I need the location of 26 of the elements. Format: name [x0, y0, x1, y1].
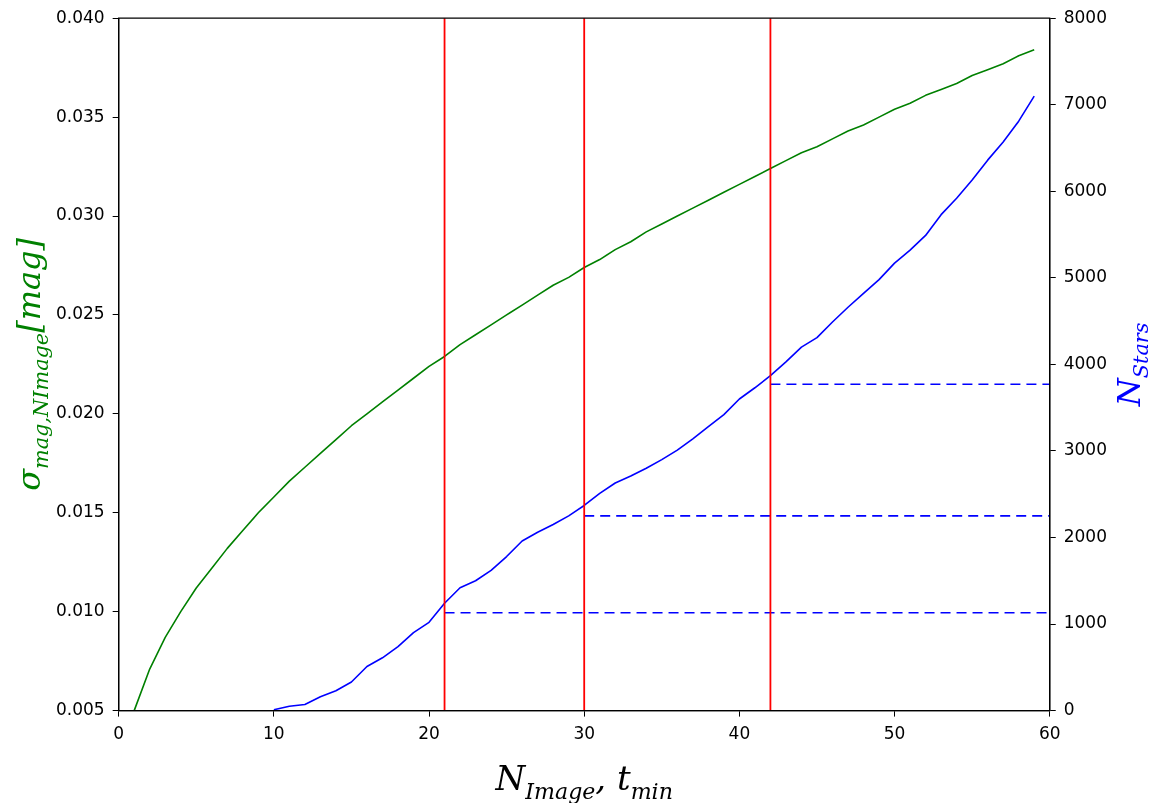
y2-tick-label: 8000 — [1063, 6, 1107, 27]
y-axis-title: σmag,NImage[mag] — [10, 237, 53, 491]
x-tick-label: 20 — [418, 723, 440, 744]
y-tick-label: 0.020 — [56, 402, 105, 423]
x-tick-label: 60 — [1038, 723, 1061, 744]
y2-tick-label: 1000 — [1063, 612, 1107, 633]
y2-tick-label: 4000 — [1063, 352, 1107, 373]
y-tick-label: 0.035 — [56, 105, 105, 126]
y2-tick-label: 3000 — [1063, 439, 1107, 460]
x-tick-label: 30 — [573, 723, 596, 744]
y-tick-label: 0.030 — [56, 204, 105, 225]
y-tick-label: 0.015 — [56, 501, 105, 522]
y2-tick-label: 5000 — [1063, 266, 1107, 287]
y2-tick-label: 7000 — [1063, 93, 1107, 114]
x-tick-label: 40 — [728, 723, 751, 744]
y-tick-label: 0.010 — [56, 600, 105, 621]
y-tick-label: 0.005 — [56, 699, 105, 720]
y-tick-label: 0.025 — [56, 303, 105, 324]
y-tick-label: 0.040 — [56, 6, 105, 27]
y2-tick-label: 6000 — [1063, 179, 1107, 200]
x-tick-label: 10 — [263, 723, 285, 744]
y2-tick-label: 0 — [1063, 699, 1075, 720]
y2-tick-label: 2000 — [1063, 525, 1107, 546]
x-tick-label: 50 — [883, 723, 906, 744]
x-tick-label: 0 — [113, 723, 125, 744]
y2-axis-title: NStars — [1110, 322, 1153, 408]
